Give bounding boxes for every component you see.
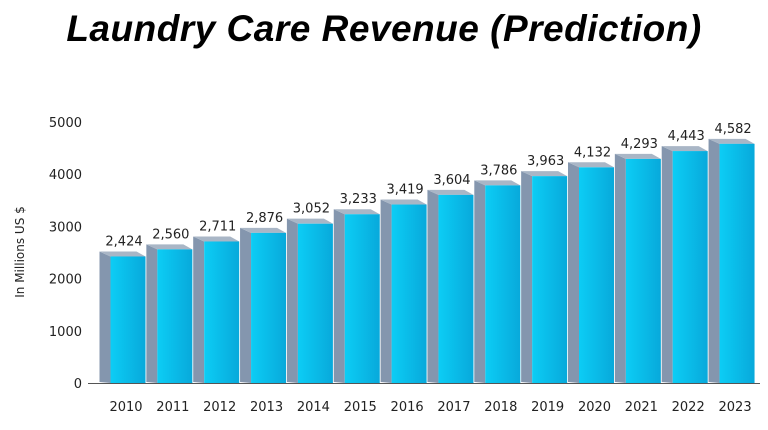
bar-side [427, 189, 439, 383]
bar-top [146, 244, 193, 250]
x-tick-label: 2012 [203, 400, 236, 415]
data-label: 3,052 [293, 202, 330, 217]
bar-top [568, 162, 614, 168]
bar-side [708, 138, 720, 383]
bar [579, 167, 614, 383]
bar-top [708, 138, 755, 144]
bar [344, 214, 380, 383]
bar [297, 223, 333, 383]
bar-top [380, 199, 427, 205]
y-tick-label: 2000 [49, 273, 82, 288]
bar-top [661, 146, 708, 152]
bar-side [380, 199, 392, 383]
data-label: 4,293 [621, 137, 658, 152]
bar [532, 176, 568, 383]
x-tick-label: 2015 [344, 400, 377, 415]
y-axis-label: In Millions US $ [13, 206, 27, 298]
bar-side [286, 218, 298, 383]
bar [204, 241, 240, 383]
x-tick-label: 2019 [531, 400, 564, 415]
bar-top [521, 171, 568, 177]
bar [719, 143, 755, 383]
data-label: 3,963 [527, 154, 564, 169]
bar-side [614, 153, 626, 383]
bar [110, 256, 146, 383]
x-tick-label: 2014 [297, 400, 330, 415]
bar-side [568, 162, 579, 383]
bar [625, 158, 661, 383]
bar-top [193, 236, 240, 242]
data-label: 3,233 [340, 192, 377, 207]
data-label: 4,443 [668, 129, 705, 144]
bar-top [427, 189, 474, 195]
bar-top [99, 251, 146, 257]
bar-top [614, 153, 661, 159]
y-tick-label: 4000 [49, 168, 82, 183]
x-tick-label: 2016 [391, 400, 424, 415]
x-tick-label: 2020 [578, 400, 611, 415]
bar [251, 232, 287, 383]
y-tick-label: 3000 [49, 220, 82, 235]
bar-side [146, 244, 158, 383]
bar-side [333, 209, 345, 383]
y-tick-label: 5000 [49, 116, 82, 131]
bar-side [193, 236, 205, 383]
bar-top [333, 209, 380, 215]
x-tick-label: 2022 [672, 400, 705, 415]
data-label: 2,424 [105, 234, 142, 249]
x-tick-label: 2013 [250, 400, 283, 415]
bar-top [286, 218, 333, 224]
bar-top [474, 180, 521, 186]
bar-side [474, 180, 486, 383]
data-label: 3,786 [480, 163, 517, 178]
x-tick-label: 2021 [625, 400, 658, 415]
bar-side [661, 146, 673, 383]
bar [672, 151, 708, 383]
bar [485, 185, 521, 383]
y-tick-label: 1000 [49, 325, 82, 340]
data-label: 3,419 [386, 183, 423, 198]
y-tick-label: 0 [74, 377, 82, 392]
x-tick-label: 2018 [484, 400, 517, 415]
x-tick-label: 2017 [437, 400, 470, 415]
x-tick-label: 2010 [109, 400, 142, 415]
bar-side [240, 227, 252, 383]
data-label: 3,604 [433, 173, 470, 188]
bar [391, 204, 427, 383]
bar [157, 249, 193, 383]
data-label: 4,582 [714, 122, 751, 137]
data-label: 2,560 [152, 227, 189, 242]
data-label: 4,132 [574, 145, 611, 160]
bar-side [521, 171, 533, 383]
bar-top [240, 227, 287, 233]
bar [438, 194, 474, 383]
data-label: 2,711 [199, 219, 236, 234]
data-label: 2,876 [246, 211, 283, 226]
chart-title: Laundry Care Revenue (Prediction) [66, 8, 702, 49]
bar-side [99, 251, 111, 383]
x-tick-label: 2023 [719, 400, 752, 415]
x-tick-label: 2011 [156, 400, 189, 415]
